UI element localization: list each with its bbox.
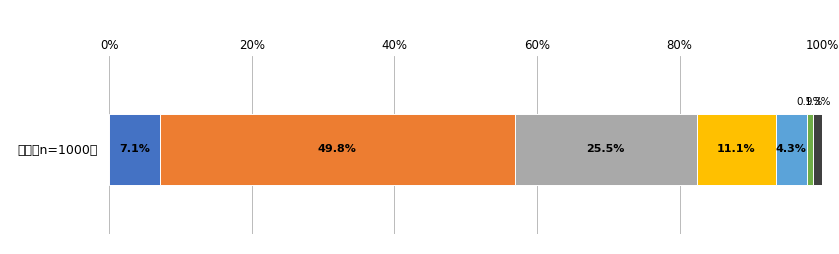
Bar (806, 114, 813, 185)
Bar (515, 114, 696, 185)
Bar (813, 114, 822, 185)
Text: 11.1%: 11.1% (717, 144, 756, 154)
Text: 7.1%: 7.1% (119, 144, 150, 154)
Bar (776, 114, 806, 185)
Text: 49.8%: 49.8% (318, 144, 357, 154)
Bar (696, 114, 776, 185)
Text: 25.5%: 25.5% (586, 144, 625, 154)
Bar (159, 114, 515, 185)
Text: 1.3%: 1.3% (805, 97, 831, 107)
Text: 0.9%: 0.9% (796, 97, 823, 107)
Text: 4.3%: 4.3% (776, 144, 806, 154)
Bar (109, 114, 159, 185)
